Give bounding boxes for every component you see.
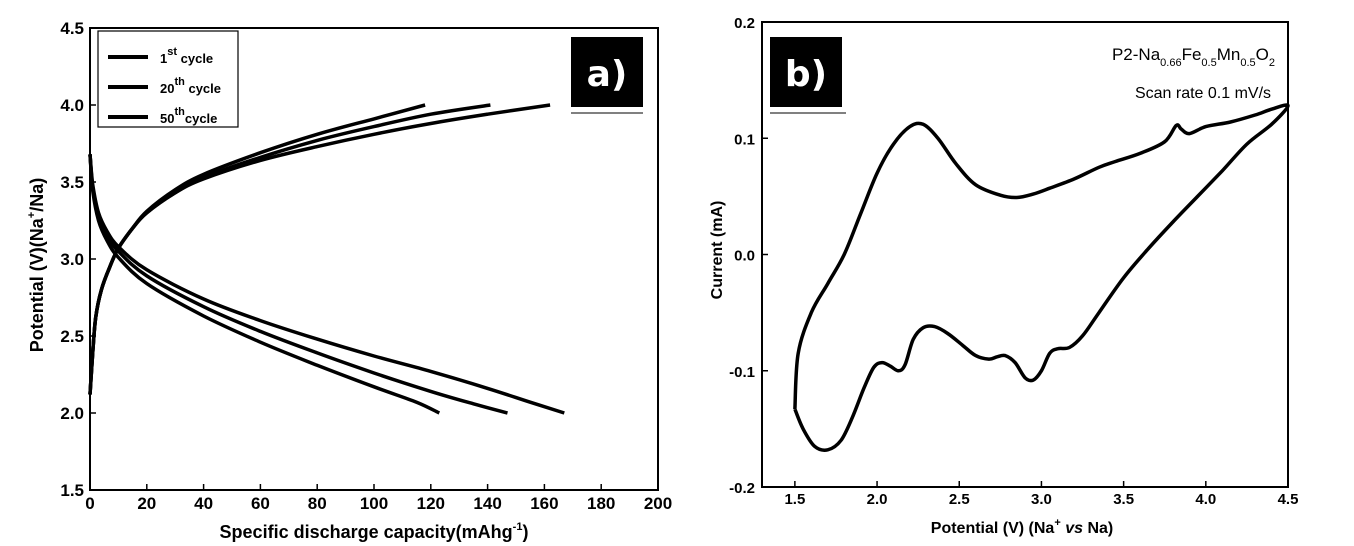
series-1-charge-curve [88,103,551,395]
x-tick-label: 1.5 [784,491,805,508]
panel-b-y-axis-label: Current (mA) [709,201,726,300]
x-tick-label: 2.0 [867,491,888,508]
y-tick-label: 4.0 [60,96,84,115]
panel-a-legend: 1st cycle 20th cycle 50thcycle [97,30,239,128]
y-tick-label: -0.2 [729,480,755,497]
x-tick-label: 160 [530,494,558,513]
y-tick-label: 3.0 [60,250,84,269]
y-tick-label: 4.5 [60,19,84,38]
cv-curve [793,103,1290,452]
legend-label: 50thcycle [160,106,217,126]
x-tick-label: 2.5 [949,491,970,508]
panel-b-y-ticks: -0.2 -0.1 0.0 0.1 0.2 [729,15,768,497]
x-tick-label: 20 [137,494,156,513]
x-tick-label: 140 [473,494,501,513]
panel-a: 0 20 40 60 80 100 120 140 160 180 200 1.5 2.0 2.5 3.0… [26,19,672,542]
x-tick-label: 3.5 [1113,491,1134,508]
panel-b: 1.5 2.0 2.5 3.0 3.5 4.0 4.5 -0.2-0.10.00.10.2 … [709,15,1298,537]
panel-b-label: b) [785,54,827,95]
y-tick-label: 3.5 [60,173,84,192]
panel-a-curves [88,103,565,415]
legend-box [97,30,239,128]
x-tick-label: 3.0 [1031,491,1052,508]
y-tick-label: -0.1 [729,364,755,381]
x-tick-label: 0 [85,494,94,513]
x-tick-label: 4.5 [1278,491,1299,508]
x-tick-label: 200 [644,494,672,513]
panel-a-y-axis-label: Potential (V)(Na+/Na) [26,178,47,352]
series-3-charge-curve [88,103,426,395]
series-3-discharge-curve [88,154,441,415]
panel-b-x-axis-label: Potential (V) (Na+ vs Na) [931,517,1113,537]
series-2-charge-curve [88,103,491,395]
x-tick-label: 80 [308,494,327,513]
panel-a-y-ticks: 1.5 2.0 2.5 3.0 3.5 4.0 4.5 [60,19,96,500]
y-tick-label: 2.0 [60,404,84,423]
panel-a-x-axis-label: Specific discharge capacity(mAhg-1) [220,521,529,542]
legend-label: 1st cycle [160,46,213,66]
y-tick-label: 2.5 [60,327,84,346]
panel-a-x-ticks: 0 20 40 60 80 100 120 140 160 180 200 [85,484,672,513]
x-tick-label: 100 [360,494,388,513]
x-tick-label: 120 [417,494,445,513]
x-tick-label: 60 [251,494,270,513]
x-tick-label: 40 [194,494,213,513]
x-tick-label: 180 [587,494,615,513]
panel-a-label-box [571,37,643,107]
x-tick-label: 4.0 [1195,491,1216,508]
panel-b-label-box [770,37,842,107]
scan-rate-annotation: Scan rate 0.1 mV/s [1135,85,1271,102]
panel-b-x-ticks: 1.5 2.0 2.5 3.0 3.5 4.0 4.5 [784,481,1298,508]
y-tick-label: 1.5 [60,481,84,500]
y-tick-label: 0.2 [734,15,755,32]
panel-a-label: a) [587,54,628,95]
y-tick-label: 0.0 [734,248,755,265]
legend-label: 20th cycle [160,76,221,96]
y-tick-label: 0.1 [734,131,755,148]
compound-formula: P2-Na0.66Fe0.5Mn0.5O2 [1112,45,1275,69]
